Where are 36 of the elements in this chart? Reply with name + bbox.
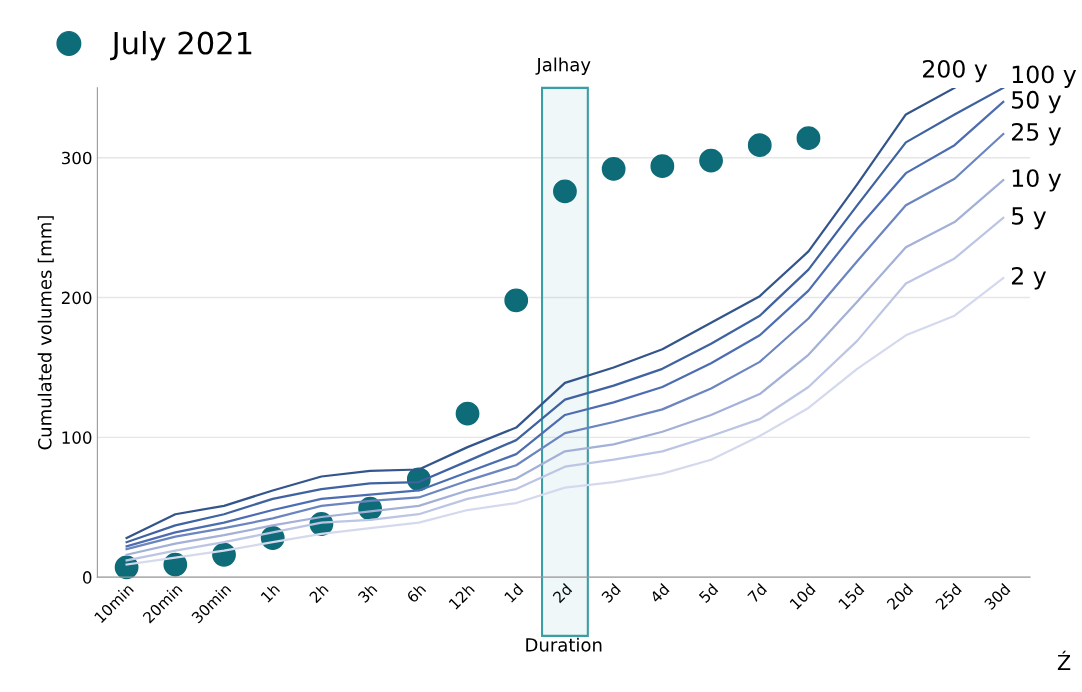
- x-tick-label: 3d: [600, 582, 622, 604]
- series-label: 2 y: [1011, 266, 1047, 290]
- point: [601, 157, 626, 181]
- point: [504, 288, 529, 313]
- series-label: 10 y: [1012, 169, 1062, 192]
- text: Ź: [1057, 650, 1071, 671]
- point: [796, 126, 821, 151]
- x-tick-label: 7d: [746, 582, 768, 604]
- point: [747, 133, 772, 158]
- series-label: 200 y: [923, 59, 988, 83]
- series-label: 25 y: [1011, 123, 1062, 146]
- x-tick-label: 3h: [357, 582, 378, 604]
- y-tick-label: 100: [62, 431, 92, 444]
- x-tick-label: 1h: [260, 582, 281, 603]
- y-tick-label: 0: [83, 571, 92, 584]
- x-tick-label: 6h: [405, 582, 427, 604]
- series-label: 100 y: [1012, 65, 1077, 88]
- legend-label: July 2021: [110, 30, 252, 61]
- point: [455, 401, 480, 426]
- chart-title: Jalhay: [535, 57, 591, 75]
- x-tick-label: 2d: [552, 582, 573, 604]
- y-axis-title: Cumulated volumes [mm]: [37, 216, 54, 450]
- y-tick-label: 300: [61, 151, 92, 165]
- x-tick-label: 2h: [308, 582, 329, 604]
- x-tick-label: 4d: [649, 582, 670, 604]
- point: [163, 552, 188, 577]
- series-label: 50 y: [1012, 90, 1062, 114]
- x-tick-label: 1d: [503, 582, 524, 603]
- x-tick-label: 12h: [448, 582, 475, 610]
- point: [699, 148, 723, 173]
- y-tick-label: 200: [61, 291, 92, 305]
- x-axis-title: Duration: [526, 637, 602, 652]
- point: [553, 179, 577, 204]
- point: [650, 154, 675, 179]
- x-tick-label: 5d: [698, 582, 719, 604]
- series-label: 5 y: [1012, 207, 1047, 230]
